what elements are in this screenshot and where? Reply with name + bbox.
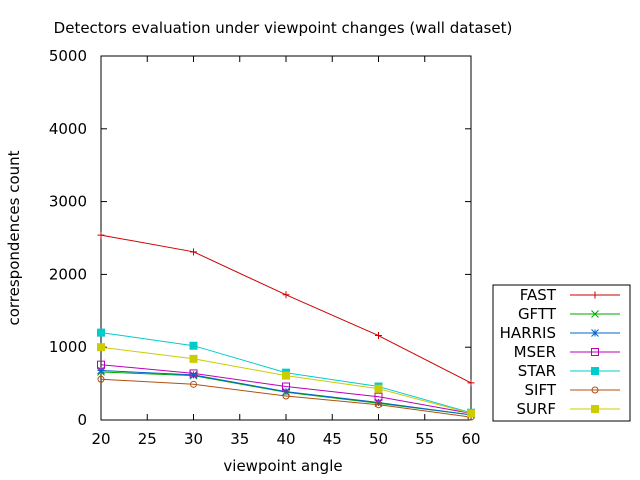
- series-surf: [97, 343, 475, 418]
- plot-frame: [100, 55, 472, 421]
- legend-label: GFTT: [518, 305, 557, 323]
- series-layer: [97, 231, 475, 421]
- y-axis-label: correspondences count: [5, 150, 23, 325]
- legend-item-fast: FAST: [520, 286, 620, 304]
- data-point-surf: [282, 371, 290, 380]
- legend-label: SIFT: [525, 381, 557, 399]
- data-point-star: [189, 341, 198, 350]
- legend-item-sift: SIFT: [525, 381, 620, 399]
- data-point-surf: [189, 354, 198, 363]
- data-point-fast: [190, 248, 197, 256]
- x-tick-label: 50: [369, 430, 388, 448]
- y-tick-label: 4000: [49, 120, 87, 138]
- series-sift-line: [100, 378, 472, 418]
- y-tick-label: 0: [77, 411, 87, 429]
- data-point-surf: [374, 384, 383, 393]
- data-point-fast: [282, 291, 290, 299]
- legend-item-gftt: GFTT: [518, 305, 620, 323]
- data-point-sift: [190, 380, 197, 388]
- y-tick-label: 3000: [49, 193, 87, 211]
- y-tick-label: 5000: [49, 47, 87, 65]
- legend-box: [492, 284, 631, 422]
- x-tick-label: 55: [415, 430, 434, 448]
- data-point-harris: [374, 398, 383, 407]
- y-tick-label: 1000: [49, 338, 87, 356]
- data-point-sift: [375, 401, 382, 409]
- legend-marker: [591, 386, 599, 394]
- legend-marker: [591, 348, 599, 356]
- legend-item-surf: SURF: [516, 400, 620, 418]
- data-point-harris: [282, 387, 290, 396]
- series-mser-line: [100, 364, 472, 414]
- y-tick-label: 2000: [49, 265, 87, 283]
- x-axis: 20 25 30 35 40 45 50 55 60: [91, 56, 481, 448]
- data-point-star: [97, 328, 105, 337]
- data-point-mser: [282, 382, 290, 391]
- data-point-mser: [374, 392, 383, 401]
- legend-marker: [591, 367, 599, 375]
- legend-marker: [591, 329, 599, 337]
- legend-label: FAST: [520, 286, 557, 304]
- data-point-fast: [97, 231, 105, 239]
- data-point-mser: [189, 369, 198, 378]
- legend-label: STAR: [518, 362, 556, 380]
- x-tick-label: 25: [138, 430, 157, 448]
- legend-marker: [591, 310, 599, 318]
- legend-item-mser: MSER: [514, 343, 620, 361]
- x-tick-label: 35: [230, 430, 249, 448]
- legend-item-harris: HARRIS: [500, 324, 620, 342]
- series-fast: [97, 231, 475, 387]
- y-axis: 0 1000 2000 3000 4000 5000: [49, 47, 471, 429]
- x-axis-label: viewpoint angle: [223, 457, 342, 475]
- x-tick-label: 45: [323, 430, 342, 448]
- legend-item-star: STAR: [518, 362, 620, 380]
- data-point-harris: [189, 371, 198, 379]
- data-point-sift: [97, 375, 105, 383]
- x-tick-label: 40: [276, 430, 295, 448]
- data-point-surf: [467, 409, 475, 418]
- x-tick-label: 60: [461, 430, 480, 448]
- x-tick-label: 30: [184, 430, 203, 448]
- data-point-mser: [97, 360, 105, 369]
- legend-marker: [591, 291, 599, 299]
- data-point-fast: [467, 379, 475, 387]
- legend-label: HARRIS: [500, 324, 556, 342]
- data-point-fast: [375, 332, 382, 340]
- data-point-sift: [282, 392, 290, 400]
- legend-label: MSER: [514, 343, 556, 361]
- legend-marker: [591, 405, 599, 413]
- legend-label: SURF: [516, 400, 556, 418]
- chart-title: Detectors evaluation under viewpoint cha…: [54, 19, 513, 37]
- series-fast-line: [100, 234, 472, 384]
- x-tick-label: 20: [91, 430, 110, 448]
- data-point-harris: [97, 366, 105, 375]
- data-point-surf: [97, 343, 105, 352]
